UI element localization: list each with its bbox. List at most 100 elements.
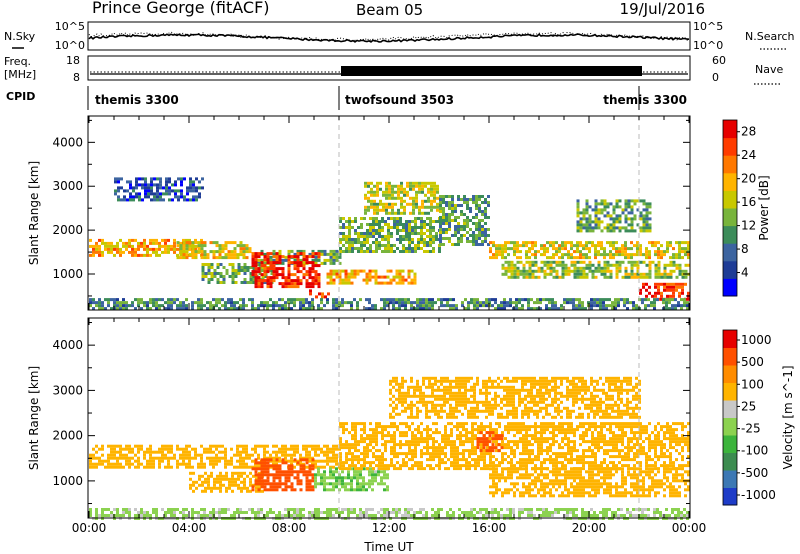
heatmap-cell: [594, 256, 597, 260]
heatmap-cell: [251, 298, 254, 302]
heatmap-cell: [657, 256, 660, 260]
heatmap-cell: [528, 452, 531, 456]
heatmap-cell: [356, 304, 359, 308]
heatmap-cell: [416, 406, 419, 410]
heatmap-cell: [597, 425, 600, 429]
heatmap-cell: [176, 447, 179, 451]
heatmap-cell: [117, 189, 120, 193]
heatmap-cell: [654, 294, 657, 298]
heatmap-cell: [402, 461, 405, 465]
heatmap-cell: [630, 425, 633, 429]
heatmap-cell: [430, 184, 433, 188]
heatmap-cell: [381, 461, 384, 465]
heatmap-cell: [222, 278, 226, 281]
heatmap-cell: [177, 189, 180, 193]
heatmap-cell: [516, 250, 519, 254]
heatmap-cell: [227, 253, 231, 257]
heatmap-cell: [299, 270, 303, 274]
heatmap-cell: [414, 250, 417, 253]
heatmap-cell: [407, 298, 410, 302]
heatmap-cell: [299, 470, 303, 474]
heatmap-cell: [428, 304, 431, 308]
heatmap-cell: [555, 269, 559, 273]
heatmap-cell: [420, 461, 423, 465]
heatmap-cell: [122, 447, 125, 451]
heatmap-cell: [131, 253, 134, 257]
heatmap-cell: [439, 225, 442, 228]
heatmap-cell: [651, 431, 654, 435]
heatmap-cell: [293, 450, 296, 454]
heatmap-cell: [353, 272, 357, 276]
heatmap-cell: [656, 298, 659, 302]
heatmap-cell: [335, 255, 339, 259]
heatmap-cell: [481, 195, 484, 198]
heatmap-cell: [615, 434, 618, 438]
heatmap-cell: [549, 443, 552, 447]
heatmap-cell: [672, 464, 675, 468]
heatmap-cell: [439, 219, 442, 222]
heatmap-cell: [405, 250, 408, 253]
heatmap-cell: [128, 447, 131, 451]
heatmap-cell: [233, 250, 237, 254]
heatmap-cell: [522, 434, 525, 438]
heatmap-cell: [455, 307, 458, 311]
heatmap-cell: [389, 391, 392, 395]
nave-label: Nave: [755, 63, 783, 76]
heatmap-cell: [382, 193, 385, 197]
heatmap-cell: [359, 476, 362, 480]
heatmap-cell: [534, 431, 537, 435]
heatmap-cell: [381, 452, 384, 456]
heatmap-cell: [260, 467, 264, 471]
heatmap-cell: [536, 307, 539, 311]
heatmap-cell: [543, 263, 547, 267]
heatmap-cell: [338, 476, 341, 480]
heatmap-cell: [233, 253, 237, 257]
heatmap-cell: [461, 301, 464, 305]
heatmap-cell: [629, 301, 632, 305]
heatmap-cell: [390, 440, 393, 444]
heatmap-cell: [374, 304, 377, 308]
heatmap-cell: [351, 437, 354, 441]
heatmap-cell: [576, 425, 579, 429]
heatmap-cell: [269, 473, 273, 477]
heatmap-cell: [433, 199, 436, 203]
heatmap-cell: [624, 422, 627, 426]
heatmap-cell: [635, 307, 638, 311]
heatmap-cell: [405, 226, 408, 229]
heatmap-cell: [212, 241, 216, 245]
heatmap-cell: [293, 279, 297, 283]
heatmap-cell: [415, 184, 418, 188]
heatmap-cell: [515, 301, 518, 305]
heatmap-cell: [618, 253, 621, 257]
heatmap-cell: [684, 443, 687, 447]
heatmap-cell: [507, 241, 510, 245]
heatmap-cell: [314, 276, 318, 280]
heatmap-cell: [468, 431, 471, 435]
heatmap-cell: [287, 464, 291, 468]
heatmap-cell: [260, 473, 264, 477]
heatmap-cell: [672, 434, 675, 438]
heatmap-cell: [302, 273, 306, 277]
heatmap-cell: [621, 260, 625, 264]
heatmap-cell: [624, 269, 628, 273]
heatmap-cell: [251, 465, 254, 469]
heatmap-cell: [612, 422, 615, 426]
heatmap-cell: [603, 422, 606, 426]
heatmap-cell: [648, 205, 652, 209]
heatmap-cell: [174, 189, 177, 193]
heatmap-cell: [393, 449, 396, 453]
heatmap-cell: [368, 301, 371, 305]
heatmap-cell: [570, 247, 573, 251]
heatmap-cell: [203, 256, 207, 260]
heatmap-cell: [537, 266, 541, 270]
heatmap-cell: [323, 488, 326, 492]
heatmap-cell: [417, 238, 420, 241]
heatmap-cell: [125, 456, 128, 460]
heatmap-cell: [290, 482, 294, 486]
heatmap-cell: [219, 480, 222, 484]
heatmap-cell: [374, 281, 378, 285]
heatmap-cell: [210, 278, 214, 281]
heatmap-cell: [420, 440, 423, 444]
heatmap-cell: [432, 241, 435, 244]
heatmap-cell: [439, 198, 442, 201]
